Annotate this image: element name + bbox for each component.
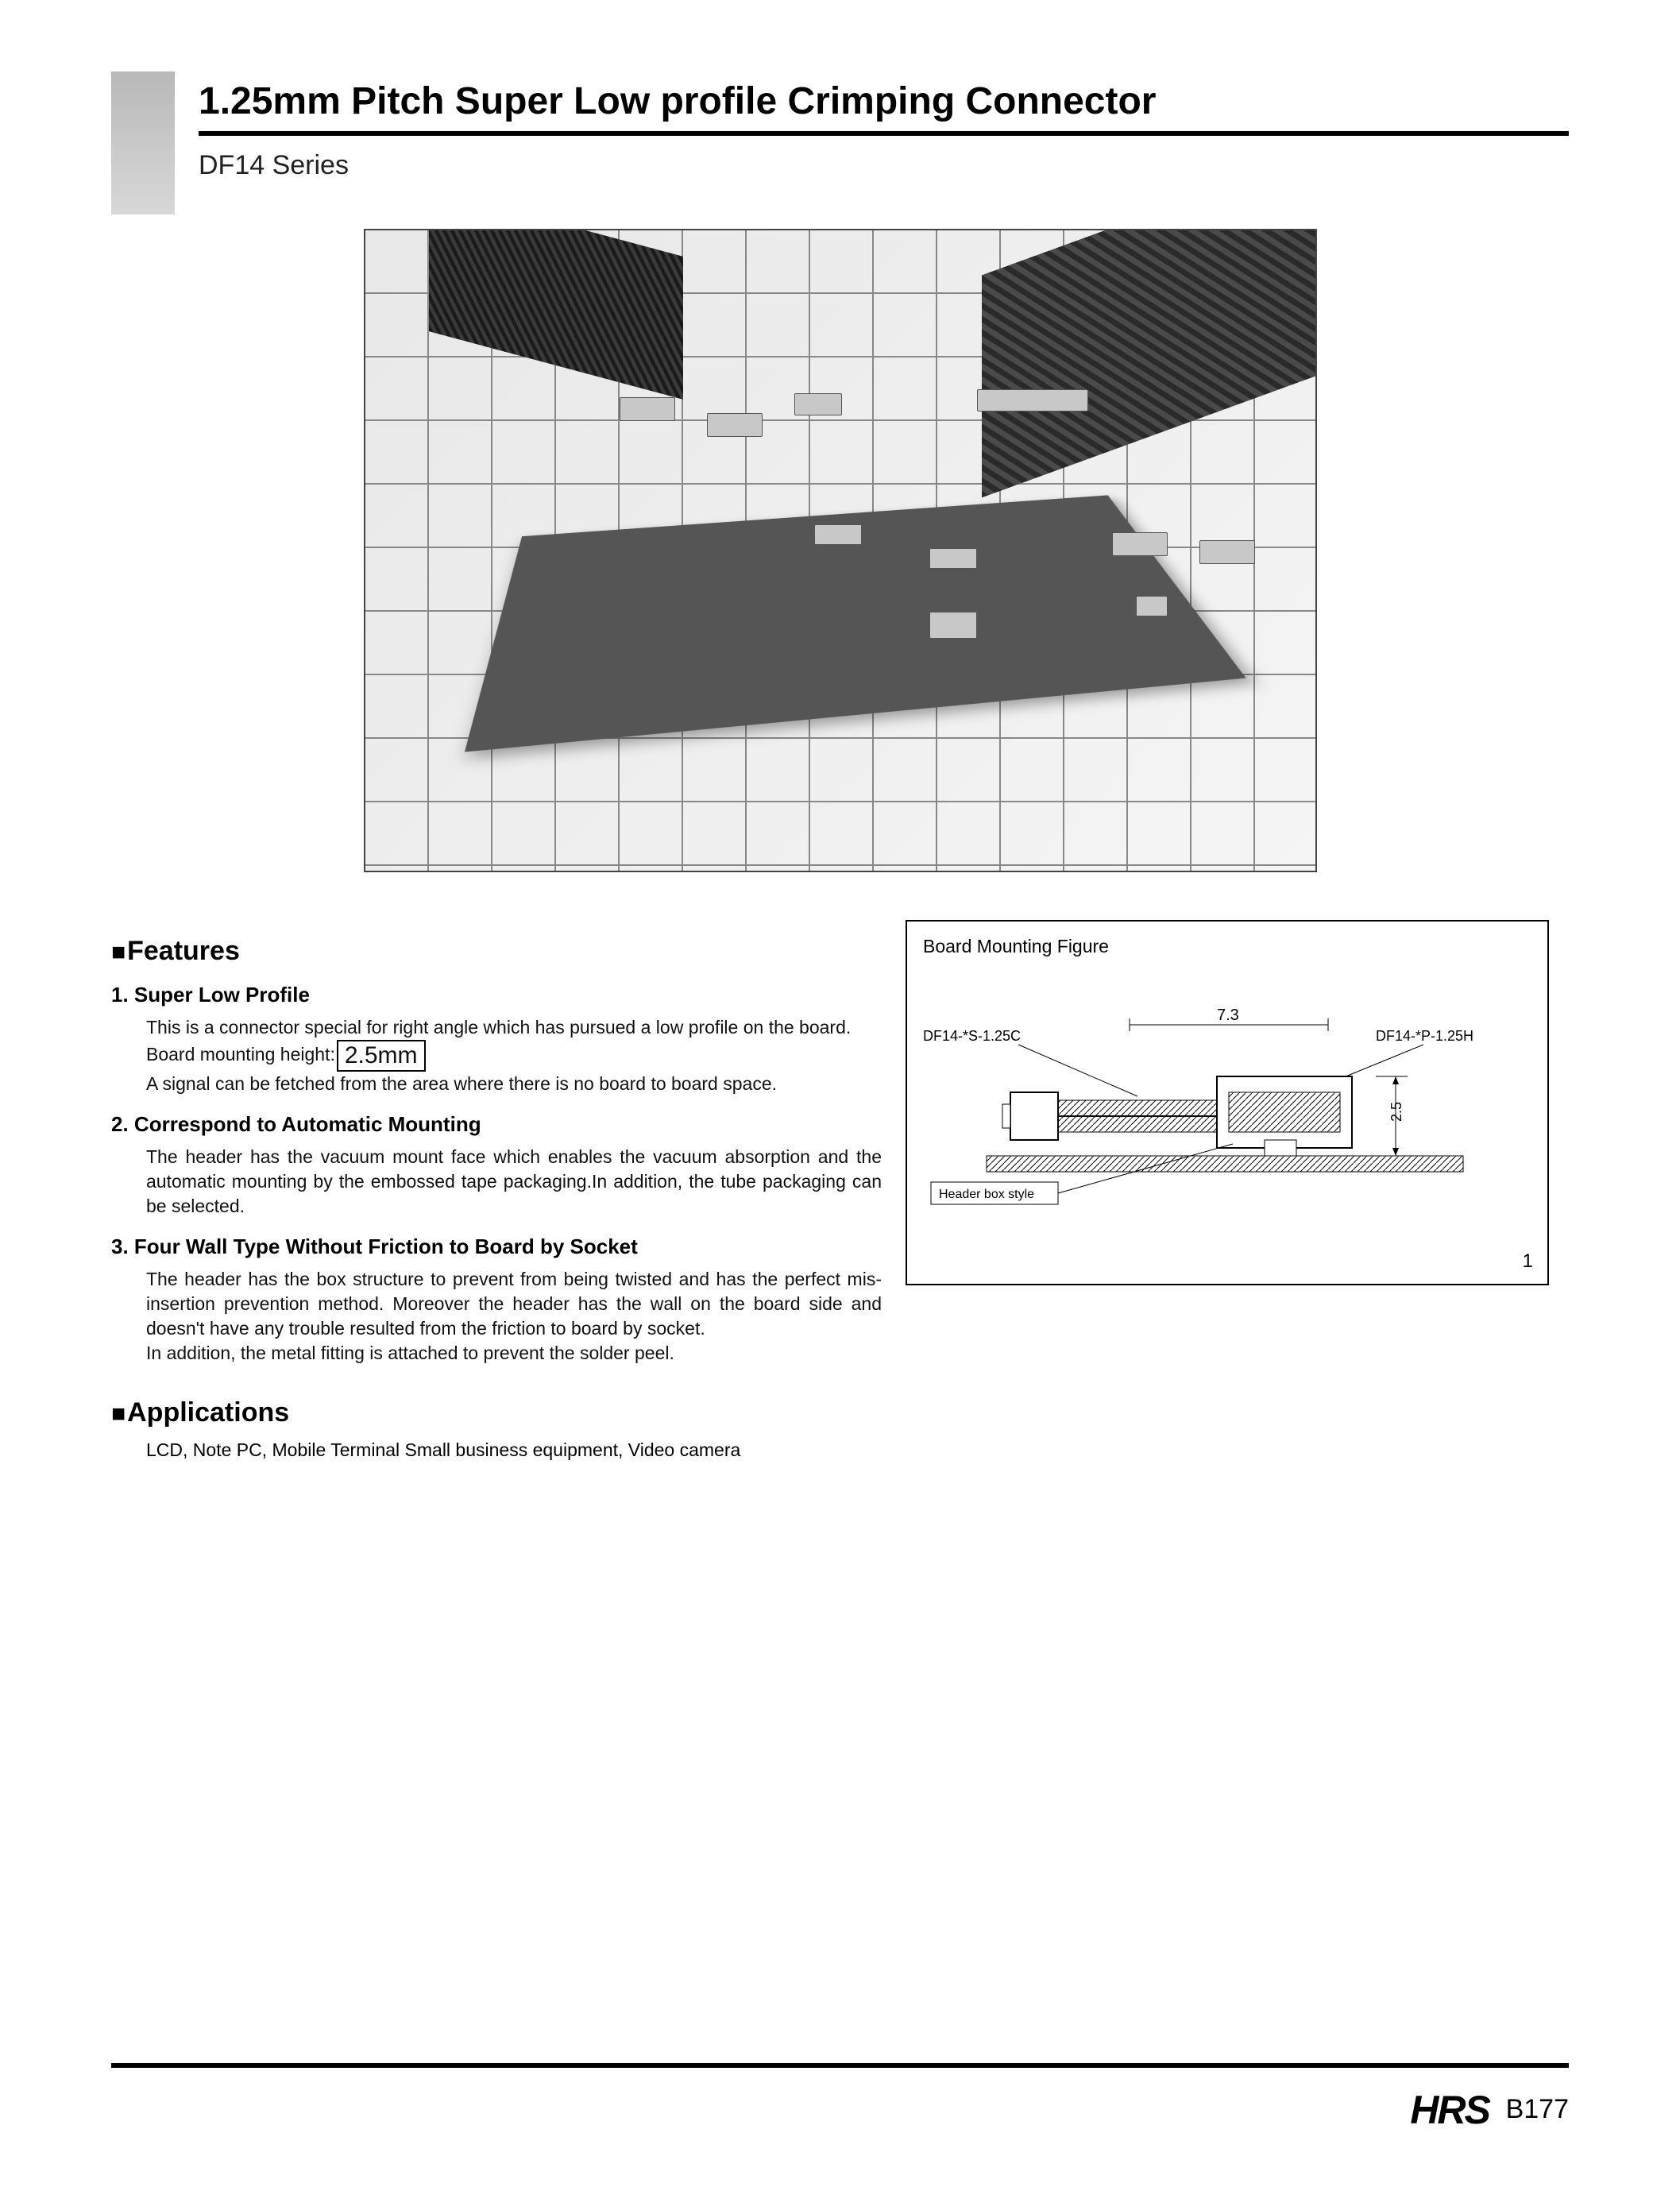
feature-2-num: 2. [111, 1112, 129, 1136]
fig-dim-h: 7.3 [1217, 1007, 1239, 1024]
side-tab [111, 71, 175, 214]
feature-1-body-pre: This is a connector special for right an… [146, 1017, 851, 1037]
feature-2-body: The header has the vacuum mount face whi… [146, 1145, 882, 1219]
fig-dim-v: 2.5 [1388, 1102, 1404, 1122]
figure-pagenum: 1 [1523, 1250, 1533, 1273]
footer-logo: HRS [1410, 2087, 1489, 2133]
feature-3-num: 3. [111, 1235, 129, 1258]
page-title: 1.25mm Pitch Super Low profile Crimping … [199, 79, 1569, 123]
mounting-diagram: DF14-*S-1.25C DF14-*P-1.25H 7.3 [915, 985, 1535, 1255]
applications-body: LCD, Note PC, Mobile Terminal Small busi… [146, 1439, 1569, 1461]
feature-1-num: 1. [111, 983, 129, 1007]
feature-3-title-text: Four Wall Type Without Friction to Board… [134, 1235, 638, 1258]
fig-label-a: DF14-*S-1.25C [923, 1028, 1021, 1044]
header: 1.25mm Pitch Super Low profile Crimping … [111, 79, 1569, 181]
mount-height-value: 2.5mm [337, 1040, 426, 1072]
applications-heading-text: Applications [127, 1397, 289, 1428]
fig-label-b: DF14-*P-1.25H [1376, 1028, 1473, 1044]
features-heading-text: Features [127, 936, 240, 966]
feature-1-body-post: A signal can be fetched from the area wh… [146, 1073, 777, 1094]
feature-1-title: 1. Super Low Profile [111, 983, 882, 1007]
feature-3-body: The header has the box structure to prev… [146, 1267, 882, 1366]
mounting-figure: Board Mounting Figure DF14-*S-1.25C DF14… [906, 920, 1549, 1285]
footer-page: B177 [1506, 2094, 1569, 2125]
feature-2-title: 2. Correspond to Automatic Mounting [111, 1112, 882, 1137]
hero-product-photo [364, 229, 1317, 872]
feature-3-title: 3. Four Wall Type Without Friction to Bo… [111, 1235, 882, 1259]
feature-2-title-text: Correspond to Automatic Mounting [134, 1112, 481, 1136]
footer-rule [111, 2063, 1569, 2068]
series-label: DF14 Series [199, 150, 1569, 181]
features-heading: ■Features [111, 936, 882, 967]
mount-height-label: Board mounting height: [146, 1044, 335, 1065]
fig-label-box: Header box style [939, 1188, 1034, 1201]
feature-1-title-text: Super Low Profile [134, 983, 310, 1007]
applications-heading: ■Applications [111, 1397, 1569, 1428]
feature-1-body: This is a connector special for right an… [146, 1015, 882, 1096]
figure-title: Board Mounting Figure [923, 936, 1531, 957]
